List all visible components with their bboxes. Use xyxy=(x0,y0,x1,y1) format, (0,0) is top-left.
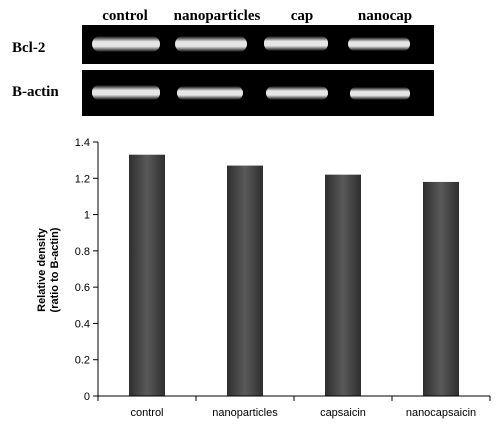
x-tick-label-nanocapsaicin: nanocapsaicin xyxy=(406,407,476,419)
bcl2-band-1 xyxy=(92,36,160,52)
row-label-bcl2: Bcl-2 xyxy=(12,40,45,56)
y-tick-label: 0.2 xyxy=(75,355,90,367)
bar-nanocapsaicin xyxy=(423,181,459,396)
bactin-band-3 xyxy=(266,86,328,100)
bcl2-band-3 xyxy=(264,36,328,51)
bcl2-band-4 xyxy=(348,37,410,51)
y-tick-label: 1.2 xyxy=(75,173,90,185)
lane-label-nanocap: nanocap xyxy=(358,8,412,24)
bactin-band-4 xyxy=(350,87,410,100)
lane-label-cap: cap xyxy=(291,8,314,24)
bar-nanoparticles xyxy=(227,165,263,396)
y-tick-label: 0.8 xyxy=(75,246,90,258)
bactin-band-2 xyxy=(177,86,243,100)
x-tick-label-capsaicin: capsaicin xyxy=(320,407,366,419)
y-tick-label: 1.4 xyxy=(75,137,90,149)
lane-label-control: control xyxy=(102,8,148,24)
bcl2-band-2 xyxy=(175,36,247,52)
bar-capsaicin xyxy=(325,174,361,396)
y-axis-label-line-1: Relative density xyxy=(36,227,48,312)
bar-control xyxy=(129,154,165,396)
y-axis: 0 0.2 0.4 0.6 0.8 1 1.2 1.4 xyxy=(75,137,99,403)
y-tick-label: 1 xyxy=(84,210,90,222)
bars xyxy=(129,154,459,396)
x-tick-label-nanoparticles: nanoparticles xyxy=(212,407,278,419)
y-axis-label-line-2: (ratio to B-actin) xyxy=(49,227,61,312)
y-tick-label: 0 xyxy=(84,391,90,403)
x-axis: control nanoparticles capsaicin nanocapsaic… xyxy=(97,395,491,419)
western-blot: control nanoparticles cap nanocap Bcl-2 … xyxy=(12,8,434,116)
x-tick-label-control: control xyxy=(130,407,163,419)
lane-label-nanoparticles: nanoparticles xyxy=(174,8,261,24)
y-tick-label: 0.4 xyxy=(75,318,90,330)
row-label-bactin: B-actin xyxy=(12,84,59,100)
y-tick-label: 0.6 xyxy=(75,282,90,294)
bactin-band-1 xyxy=(92,85,160,100)
